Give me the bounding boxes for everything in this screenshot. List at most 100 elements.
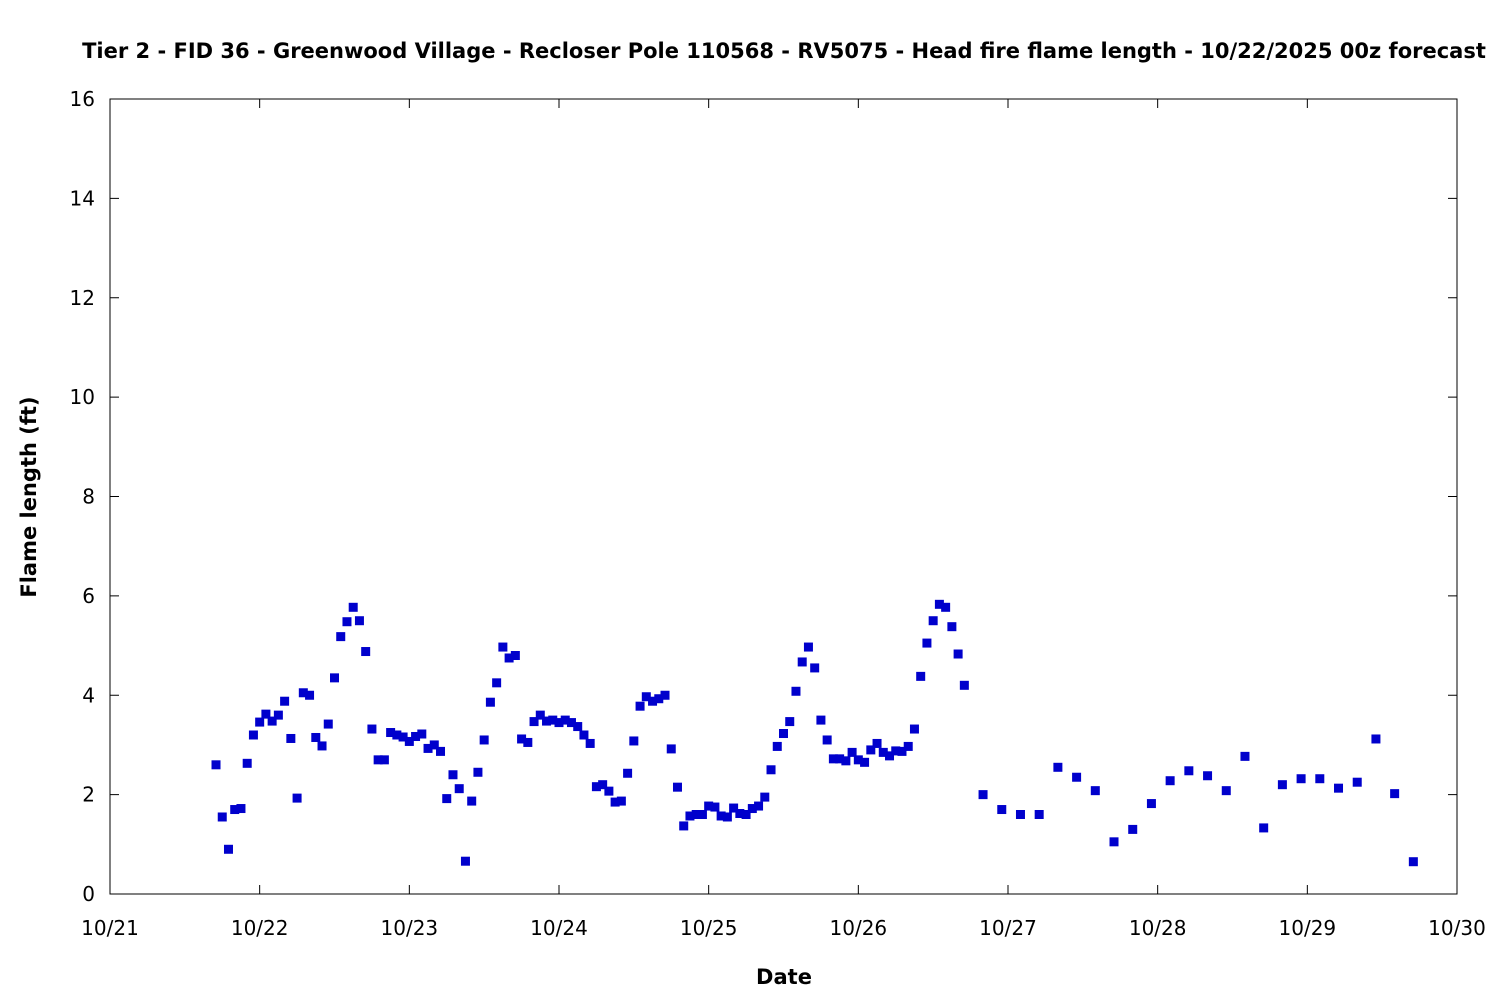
- data-point: [610, 797, 620, 807]
- data-point: [230, 805, 240, 815]
- data-point: [467, 796, 477, 806]
- data-point: [585, 738, 595, 748]
- data-point: [866, 745, 876, 755]
- data-point: [766, 765, 776, 775]
- data-point: [1371, 734, 1381, 744]
- data-point: [1146, 799, 1156, 809]
- data-point: [1259, 823, 1269, 833]
- data-point: [885, 751, 895, 761]
- data-point: [261, 709, 271, 719]
- data-point: [429, 740, 439, 750]
- data-point: [579, 730, 589, 740]
- plot-area-frame: [109, 98, 1458, 895]
- x-tick-label: 10/21: [81, 916, 139, 940]
- data-point: [1203, 771, 1213, 781]
- data-point: [772, 741, 782, 751]
- data-point: [529, 717, 539, 727]
- data-point: [411, 731, 421, 741]
- data-point: [354, 616, 364, 626]
- data-point: [716, 811, 726, 821]
- chart-title: Tier 2 - FID 36 - Greenwood Village - Re…: [82, 39, 1486, 63]
- y-tick-label: 10: [70, 385, 95, 409]
- data-point: [498, 642, 508, 652]
- data-point: [311, 732, 321, 742]
- data-point: [573, 722, 583, 732]
- data-point: [741, 810, 751, 819]
- x-tick-label: 10/25: [680, 916, 738, 940]
- data-point: [835, 754, 845, 764]
- data-point: [1240, 751, 1250, 761]
- data-point: [248, 730, 258, 740]
- data-point: [959, 680, 969, 690]
- data-point: [517, 734, 527, 744]
- data-point: [704, 801, 714, 811]
- data-point: [560, 715, 570, 725]
- x-tick-label: 10/30: [1428, 916, 1486, 940]
- data-point: [909, 724, 919, 734]
- data-point: [292, 793, 302, 803]
- data-point: [236, 804, 246, 814]
- data-point: [629, 736, 639, 746]
- x-tick-label: 10/22: [231, 916, 289, 940]
- data-point: [1390, 789, 1400, 799]
- data-point: [448, 770, 458, 780]
- data-point: [404, 736, 414, 746]
- data-point: [679, 821, 689, 831]
- data-point: [648, 696, 658, 706]
- data-point: [997, 805, 1007, 815]
- data-point: [872, 738, 882, 748]
- data-point: [373, 755, 383, 765]
- data-point: [604, 786, 614, 796]
- data-point: [891, 746, 901, 756]
- data-point: [666, 744, 676, 754]
- data-point: [916, 671, 926, 681]
- data-point: [305, 690, 315, 700]
- data-point: [791, 686, 801, 696]
- data-point: [878, 747, 888, 757]
- data-point: [1408, 857, 1418, 867]
- data-point: [654, 694, 664, 704]
- y-tick-label: 14: [70, 186, 95, 210]
- data-point: [361, 647, 371, 657]
- data-point: [735, 809, 745, 819]
- y-tick-label: 16: [70, 87, 95, 111]
- x-tick-label: 10/29: [1279, 916, 1337, 940]
- data-point: [217, 812, 227, 822]
- data-point: [473, 767, 483, 777]
- data-point: [336, 632, 346, 642]
- data-point: [342, 617, 352, 627]
- data-point: [417, 729, 427, 739]
- data-point: [398, 732, 408, 742]
- data-point: [479, 735, 489, 745]
- data-point: [485, 697, 495, 707]
- data-point: [535, 710, 545, 720]
- data-point: [660, 690, 670, 700]
- data-point: [672, 782, 682, 792]
- data-point: [853, 755, 863, 765]
- data-point: [729, 803, 739, 813]
- data-point: [1165, 776, 1175, 786]
- data-point: [785, 717, 795, 727]
- x-axis-label: Date: [756, 965, 812, 989]
- data-point: [897, 746, 907, 756]
- data-point: [286, 733, 296, 743]
- data-point: [348, 602, 358, 612]
- data-point: [255, 717, 265, 727]
- data-point: [1334, 783, 1344, 793]
- data-point: [841, 756, 851, 766]
- data-point: [1034, 810, 1044, 819]
- data-point: [436, 746, 446, 756]
- data-point: [323, 719, 333, 729]
- data-point: [1128, 824, 1138, 834]
- data-point: [941, 602, 951, 612]
- data-point: [280, 696, 290, 706]
- axis-ticks: 10/21 10/22 10/23 10/24 10/25 10/26 10/27 10/28…: [70, 87, 1486, 940]
- data-point: [423, 743, 433, 753]
- data-points: [211, 599, 1418, 867]
- data-point: [454, 784, 464, 794]
- data-point: [934, 599, 944, 609]
- data-point: [548, 715, 558, 725]
- data-point: [523, 737, 533, 747]
- data-point: [1090, 786, 1100, 796]
- data-point: [928, 616, 938, 626]
